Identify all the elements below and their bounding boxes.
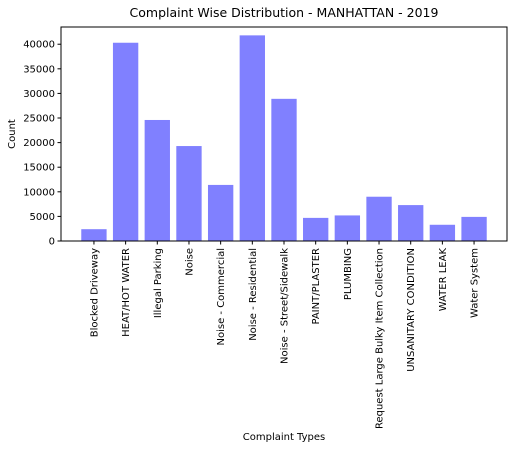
y-tick-label: 25000: [23, 114, 55, 125]
x-tick-label: Blocked Driveway: [89, 248, 100, 337]
chart-title: Complaint Wise Distribution - MANHATTAN …: [130, 5, 439, 20]
y-axis-label: Count: [7, 119, 18, 149]
x-tick-label: PAINT/PLASTER: [311, 248, 322, 325]
x-tick-label: Water System: [470, 248, 481, 318]
bar: [176, 146, 202, 241]
bar: [398, 205, 424, 241]
x-tick-label: Request Large Bulky Item Collection: [375, 248, 386, 429]
bar: [144, 119, 170, 241]
y-tick-label: 5000: [30, 212, 55, 223]
x-axis: Blocked Driveway HEAT/HOT WATER Illegal Pa…: [89, 241, 481, 429]
plot-frame: [60, 26, 508, 242]
y-tick-label: 10000: [23, 187, 55, 198]
bar: [81, 229, 107, 241]
bar: [303, 217, 329, 241]
y-tick-label: 40000: [23, 40, 55, 51]
bar: [271, 98, 297, 241]
x-axis-label: Complaint Types: [243, 432, 326, 443]
x-tick-label: Noise - Commercial: [216, 248, 227, 346]
bar: [207, 184, 234, 241]
bar: [366, 196, 392, 241]
bars: [81, 35, 487, 241]
bar: [429, 224, 456, 241]
x-tick-label: Illegal Parking: [153, 248, 164, 318]
y-tick-label: 15000: [23, 163, 55, 174]
bar: [239, 35, 265, 241]
y-tick-label: 20000: [23, 138, 55, 149]
x-tick-label: Noise: [184, 248, 195, 276]
y-axis: 0 5000 10000 15000 20000 25000 30000 35000 40000: [23, 40, 61, 248]
x-tick-label: PLUMBING: [343, 248, 354, 300]
y-tick-label: 0: [49, 237, 55, 248]
x-tick-label: Noise - Residential: [248, 248, 259, 341]
bar: [334, 215, 361, 241]
bar: [112, 42, 139, 241]
x-tick-label: Noise - Street/Sidewalk: [280, 248, 291, 364]
y-tick-label: 30000: [23, 89, 55, 100]
y-tick-label: 35000: [23, 64, 55, 75]
x-tick-label: HEAT/HOT WATER: [121, 248, 132, 337]
x-tick-label: UNSANITARY CONDITION: [406, 248, 417, 372]
bar: [461, 216, 487, 241]
x-tick-label: WATER LEAK: [438, 248, 449, 312]
